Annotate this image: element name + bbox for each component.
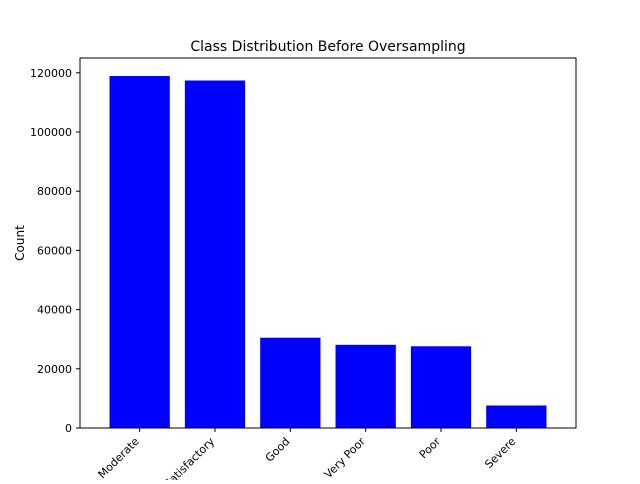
bars-layer [109, 76, 547, 428]
y-tick-label: 0 [65, 422, 72, 435]
bar-good [260, 337, 321, 428]
bar-moderate [109, 76, 170, 428]
bar-severe [486, 405, 547, 428]
bar-poor [410, 346, 472, 428]
y-axis-label: Count [13, 225, 27, 261]
y-tick-label: 40000 [37, 304, 72, 317]
chart-title: Class Distribution Before Oversampling [190, 39, 465, 55]
y-tick-label: 60000 [37, 244, 72, 257]
bar-very-poor [335, 344, 396, 428]
y-axis-ticks: 0 20000 40000 60000 80000 100000 120000 [30, 67, 80, 435]
y-tick-label: 120000 [30, 67, 72, 80]
y-tick-label: 100000 [30, 126, 72, 139]
y-tick-label: 80000 [37, 185, 72, 198]
plot-frame [79, 57, 577, 429]
y-tick-label: 20000 [37, 363, 72, 376]
bar-satisfactory [184, 80, 246, 428]
